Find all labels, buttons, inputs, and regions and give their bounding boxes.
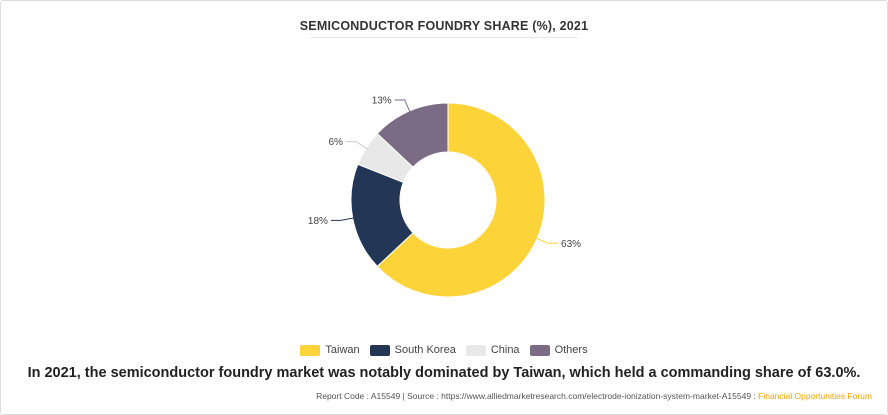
legend-swatch [529, 344, 550, 356]
data-label-taiwan: 63% [561, 239, 581, 250]
legend-label: Others [554, 344, 588, 356]
slice-taiwan[interactable] [376, 102, 546, 298]
legend-swatch [369, 344, 390, 356]
footer: Report Code : A15549 | Source : https://… [316, 391, 872, 401]
legend-label: South Korea [394, 344, 456, 356]
data-label-south-korea: 18% [308, 216, 328, 227]
legend-item-taiwan[interactable]: Taiwan [300, 344, 360, 356]
footer-brand[interactable]: Financial Opportunities Forum [758, 391, 872, 401]
legend-item-china[interactable]: China [465, 344, 520, 356]
title-divider [310, 37, 578, 38]
legend-swatch [465, 344, 486, 356]
leader-line-south-korea [330, 217, 355, 221]
donut-chart: 63% 18% 6% 13% [308, 95, 581, 298]
legend-label: Taiwan [325, 344, 360, 356]
leader-line-others [394, 99, 411, 114]
leader-line-taiwan [534, 237, 559, 244]
legend-swatch [300, 344, 321, 356]
legend-label: China [490, 344, 520, 356]
footer-source: Report Code : A15549 | Source : https://… [316, 391, 759, 401]
legend-item-others[interactable]: Others [529, 344, 588, 356]
leader-line-china [345, 141, 369, 150]
data-label-china: 6% [329, 137, 344, 148]
legend-item-south-korea[interactable]: South Korea [369, 344, 456, 356]
chart-caption: In 2021, the semiconductor foundry marke… [27, 365, 861, 381]
chart-legend: Taiwan South Korea China Others [0, 344, 888, 356]
slice-others[interactable] [376, 102, 449, 168]
data-label-others: 13% [372, 95, 392, 106]
chart-title: SEMICONDUCTOR FOUNDRY SHARE (%), 2021 [299, 19, 589, 33]
